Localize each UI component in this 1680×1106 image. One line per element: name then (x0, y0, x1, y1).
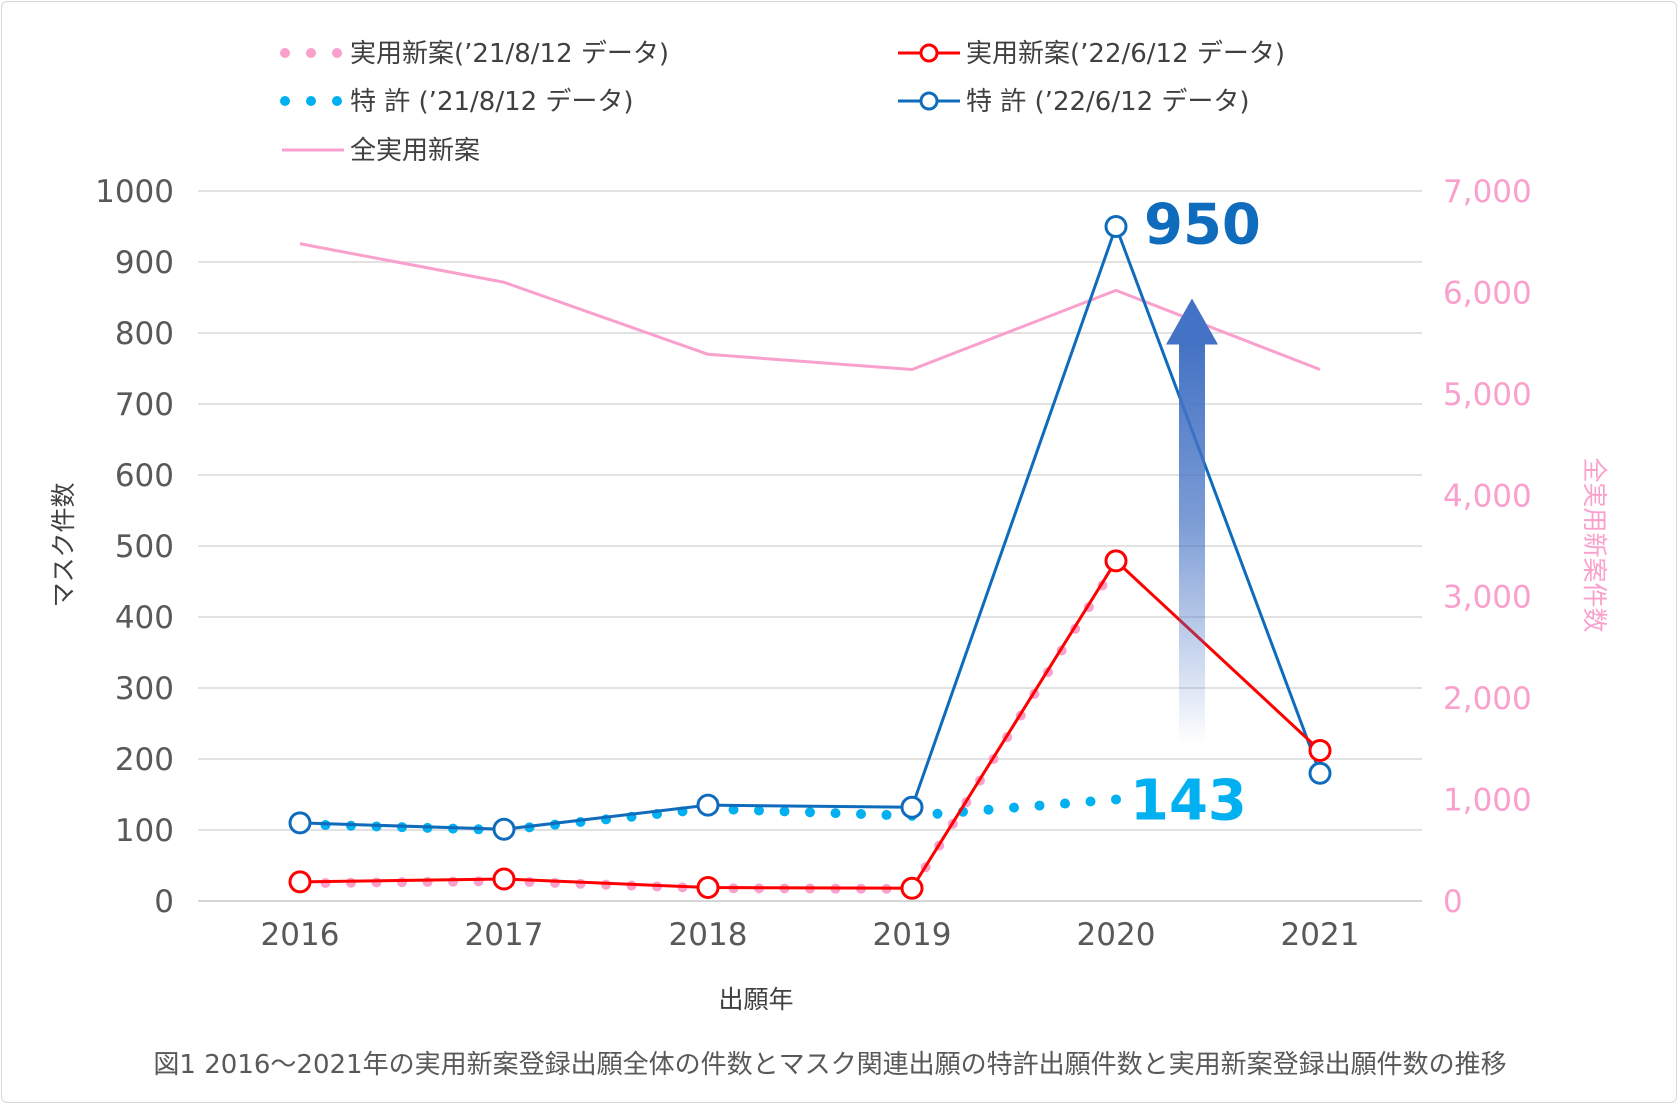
y-right-tick-label: 5,000 (1443, 377, 1532, 413)
data-point-marker (900, 876, 924, 900)
legend-entry: 特 許 (’22/6/12 データ) (898, 87, 1250, 117)
data-point-marker (1104, 549, 1128, 573)
data-point-marker (900, 795, 924, 819)
figure-caption: 図1 2016～2021年の実用新案登録出願全体の件数とマスク関連出願の特許出願… (153, 1050, 1506, 1080)
series-dot (779, 806, 790, 817)
legend-label: 全実用新案 (350, 136, 480, 166)
y-axis-left-label: マスク件数 (49, 482, 78, 607)
data-point-marker (1308, 738, 1332, 762)
x-axis-ticks: 2016 2017 2018 2019 2020 2021 (261, 917, 1360, 953)
series-dot (346, 877, 356, 888)
y-tick-label: 400 (115, 600, 174, 636)
legend-swatch (306, 96, 316, 106)
series-dot (1111, 794, 1121, 805)
y-tick-label: 100 (115, 813, 174, 849)
data-point-marker (288, 811, 312, 835)
data-point-marker (1104, 215, 1128, 238)
series-dot (754, 805, 764, 816)
series-dot (1034, 800, 1045, 811)
series-dot (1060, 798, 1070, 809)
legend-label: 特 許 (’21/8/12 データ) (350, 87, 634, 117)
legend-marker (919, 43, 939, 63)
legend-entry: 実用新案(’22/6/12 データ) (898, 39, 1285, 69)
increase-arrow-head (1166, 298, 1218, 345)
series-dot (422, 876, 433, 887)
y-tick-label: 1000 (95, 174, 174, 210)
series-dot (397, 877, 407, 888)
annotation-950: 950 (1144, 193, 1261, 258)
series-dot (932, 808, 943, 819)
series-dot (728, 804, 739, 815)
x-tick-label: 2017 (465, 917, 544, 953)
annotations: 950 143 (1130, 193, 1261, 834)
y-tick-label: 200 (115, 742, 174, 778)
series-dot (1085, 796, 1096, 807)
y-tick-label: 300 (115, 671, 174, 707)
legend-swatch (280, 48, 290, 58)
legend-swatch (306, 48, 316, 58)
legend-marker (919, 91, 939, 111)
x-tick-label: 2018 (669, 917, 748, 953)
y-right-tick-label: 6,000 (1443, 275, 1532, 311)
data-point-marker (696, 793, 720, 817)
series-dot (881, 809, 892, 820)
x-tick-label: 2019 (873, 917, 952, 953)
legend-label: 特 許 (’22/6/12 データ) (966, 87, 1250, 117)
legend-swatch (332, 96, 342, 106)
x-tick-label: 2016 (261, 917, 340, 953)
y-right-tick-label: 2,000 (1443, 681, 1532, 717)
data-point-marker (696, 876, 720, 900)
y-axis-right-label: 全実用新案件数 (1580, 457, 1609, 632)
series-1 (288, 549, 1332, 900)
x-tick-label: 2021 (1281, 917, 1360, 953)
legend-entry: 全実用新案 (282, 136, 480, 166)
series-3 (288, 215, 1332, 841)
y-tick-label: 0 (154, 884, 174, 920)
legend-label: 実用新案(’21/8/12 データ) (350, 39, 669, 69)
legend-entry: 特 許 (’21/8/12 データ) (280, 87, 634, 117)
y-right-tick-label: 1,000 (1443, 783, 1532, 819)
series-dot (371, 877, 382, 888)
y-axis-right-ticks: 0 1,000 2,000 3,000 4,000 5,000 6,000 7,000 (1443, 174, 1532, 920)
y-tick-label: 800 (115, 316, 174, 352)
y-axis-left-ticks: 0 100 200 300 400 500 600 700 800 900 1000 (95, 174, 174, 920)
gridlines (198, 190, 1422, 902)
legend-swatch (332, 48, 342, 58)
data-point-marker (1308, 761, 1332, 785)
data-point-marker (492, 817, 516, 841)
series-dot (805, 807, 815, 818)
y-tick-label: 700 (115, 387, 174, 423)
series-layer (288, 215, 1332, 900)
series-dot (550, 877, 560, 888)
series-line (299, 242, 1321, 372)
annotation-143: 143 (1130, 768, 1247, 833)
legend-swatch (280, 96, 290, 106)
y-tick-label: 900 (115, 245, 174, 281)
series-dot (983, 804, 994, 815)
increase-arrow-shaft (1179, 342, 1205, 745)
series-line (299, 559, 1322, 890)
series-dot (1009, 802, 1019, 813)
y-tick-label: 500 (115, 529, 174, 565)
x-axis-label: 出願年 (718, 985, 793, 1014)
series-dot (856, 809, 866, 820)
legend-label: 実用新案(’22/6/12 データ) (966, 39, 1285, 69)
legend-entry: 実用新案(’21/8/12 データ) (280, 39, 669, 69)
y-right-tick-label: 3,000 (1443, 580, 1532, 616)
legend: 実用新案(’21/8/12 データ) 実用新案(’22/6/12 データ) 特 許 … (280, 39, 1285, 166)
series-dot (830, 808, 841, 819)
series-line (299, 225, 1322, 831)
data-point-marker (492, 867, 516, 891)
y-right-tick-label: 4,000 (1443, 478, 1532, 514)
series-0 (295, 558, 1121, 894)
series-4 (299, 242, 1321, 372)
y-right-tick-label: 7,000 (1443, 174, 1532, 210)
y-tick-label: 600 (115, 458, 174, 494)
data-point-marker (288, 870, 312, 894)
y-right-tick-label: 0 (1443, 884, 1463, 920)
x-tick-label: 2020 (1077, 917, 1156, 953)
